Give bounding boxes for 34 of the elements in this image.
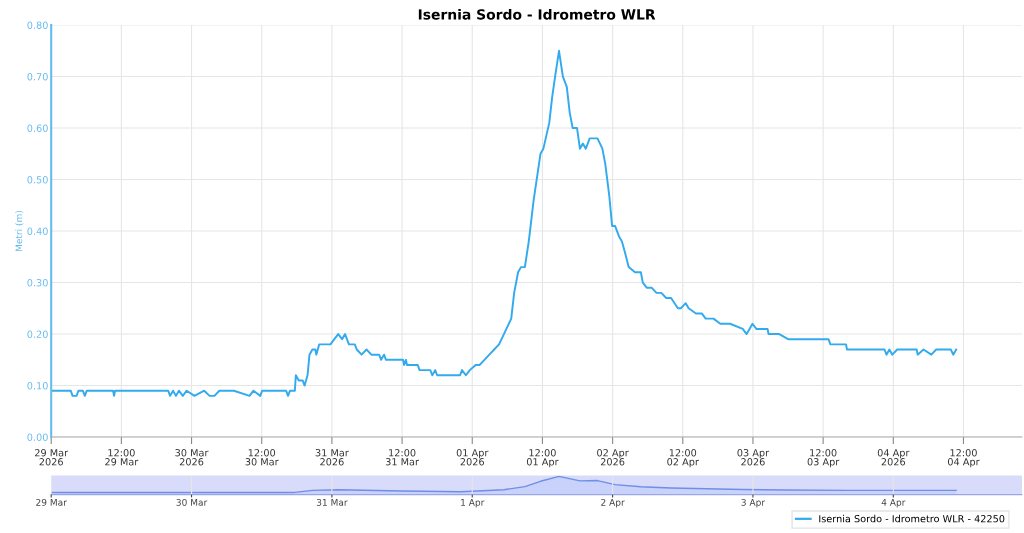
x-tick-label: 29 Mar 2026 <box>35 449 69 466</box>
x-tick-label: 04 Apr 2026 <box>877 449 910 466</box>
x-tick-label: 2 Apr <box>601 498 625 508</box>
legend-label: Isernia Sordo - Idrometro WLR - 42250 <box>819 514 1005 523</box>
x-tick-label: 12:00 31 Mar <box>385 449 419 466</box>
y-tick-label: 0.00 <box>27 433 48 441</box>
x-tick-label: 12:00 29 Mar <box>105 449 139 466</box>
y-tick-label: 0.30 <box>27 279 48 287</box>
y-tick-label: 0.50 <box>27 176 48 184</box>
y-tick-label: 0.40 <box>27 227 48 235</box>
x-tick-label: 30 Mar <box>176 498 208 506</box>
x-tick-label: 3 Apr <box>741 498 766 508</box>
x-tick-label: 01 Apr 2026 <box>456 449 489 466</box>
x-tick-label: 30 Mar 2026 <box>175 449 209 466</box>
x-tick-label: 1 Apr <box>461 499 485 508</box>
y-axis-title: Metri (m) <box>15 210 24 252</box>
y-tick-label: 0.80 <box>27 21 48 29</box>
x-tick-label: 02 Apr 2026 <box>597 449 629 466</box>
y-tick-label: 0.70 <box>27 73 48 81</box>
x-tick-label: 31 Mar <box>316 498 348 506</box>
y-tick-label: 0.10 <box>27 382 48 390</box>
x-tick-label: 4 Apr <box>881 499 906 508</box>
x-tick-label: 03 Apr 2026 <box>737 449 770 466</box>
y-tick-label: 0.20 <box>27 330 48 338</box>
y-tick-label: 0.60 <box>27 124 48 132</box>
x-tick-label: 12:00 30 Mar <box>245 449 279 466</box>
x-tick-label: 12:00 03 Apr <box>807 449 840 468</box>
x-tick-label: 12:00 02 Apr <box>667 449 699 468</box>
x-tick-label: 12:00 04 Apr <box>947 449 980 468</box>
x-tick-label: 31 Mar 2026 <box>315 449 349 466</box>
x-tick-label: 29 Mar <box>36 498 67 506</box>
chart-title: Isernia Sordo - Idrometro WLR <box>418 8 656 20</box>
x-tick-label: 12:00 01 Apr <box>526 449 559 468</box>
line-series <box>51 49 958 397</box>
